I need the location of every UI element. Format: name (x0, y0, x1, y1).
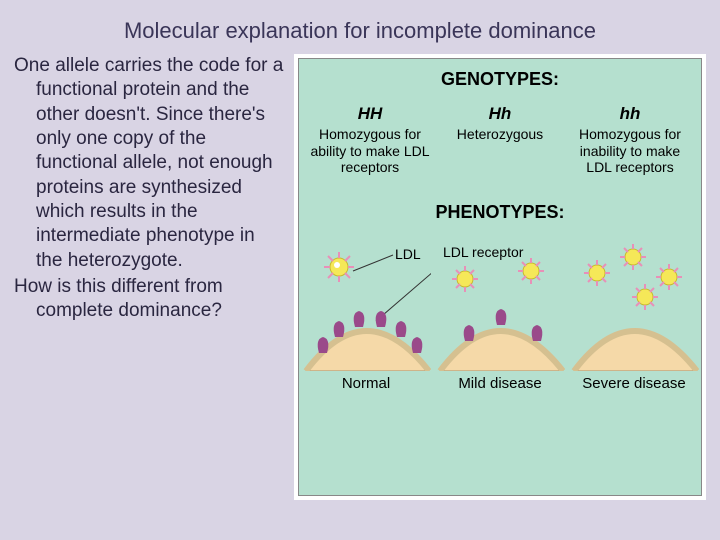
cell-svg (435, 231, 565, 371)
genotype-desc: Heterozygous (437, 126, 563, 143)
cell-severe (567, 231, 701, 371)
cell-svg (569, 231, 699, 371)
phenotype-row: LDL LDL receptor Cell (299, 231, 701, 371)
genotype-col-hh-dom: HH Homozygous for ability to make LDL re… (305, 104, 435, 176)
genotype-row: HH Homozygous for ability to make LDL re… (299, 104, 701, 176)
cell-normal (299, 231, 433, 371)
phenotype-label: Mild disease (433, 375, 567, 392)
genotype-symbol: HH (307, 104, 433, 124)
genotype-col-hh-rec: hh Homozygous for inability to make LDL … (565, 104, 695, 176)
genotype-symbol: hh (567, 104, 693, 124)
paragraph-2: How is this different from complete domi… (14, 275, 286, 324)
diagram: GENOTYPES: HH Homozygous for ability to … (298, 58, 702, 496)
phenotype-label: Severe disease (567, 375, 701, 392)
phenotype-labels: Normal Mild disease Severe disease (299, 371, 701, 392)
page-title: Molecular explanation for incomplete dom… (0, 0, 720, 54)
genotype-desc: Homozygous for inability to make LDL rec… (567, 126, 693, 176)
content: One allele carries the code for a functi… (0, 54, 720, 500)
paragraph-1: One allele carries the code for a functi… (14, 54, 286, 273)
genotype-col-het: Hh Heterozygous (435, 104, 565, 176)
cell-mild (433, 231, 567, 371)
phenotypes-heading: PHENOTYPES: (299, 176, 701, 231)
explanation-text: One allele carries the code for a functi… (14, 54, 294, 500)
genotype-symbol: Hh (437, 104, 563, 124)
genotypes-heading: GENOTYPES: (299, 59, 701, 104)
genotype-desc: Homozygous for ability to make LDL recep… (307, 126, 433, 176)
phenotype-label: Normal (299, 375, 433, 392)
cell-svg (301, 231, 431, 371)
diagram-frame: GENOTYPES: HH Homozygous for ability to … (294, 54, 706, 500)
